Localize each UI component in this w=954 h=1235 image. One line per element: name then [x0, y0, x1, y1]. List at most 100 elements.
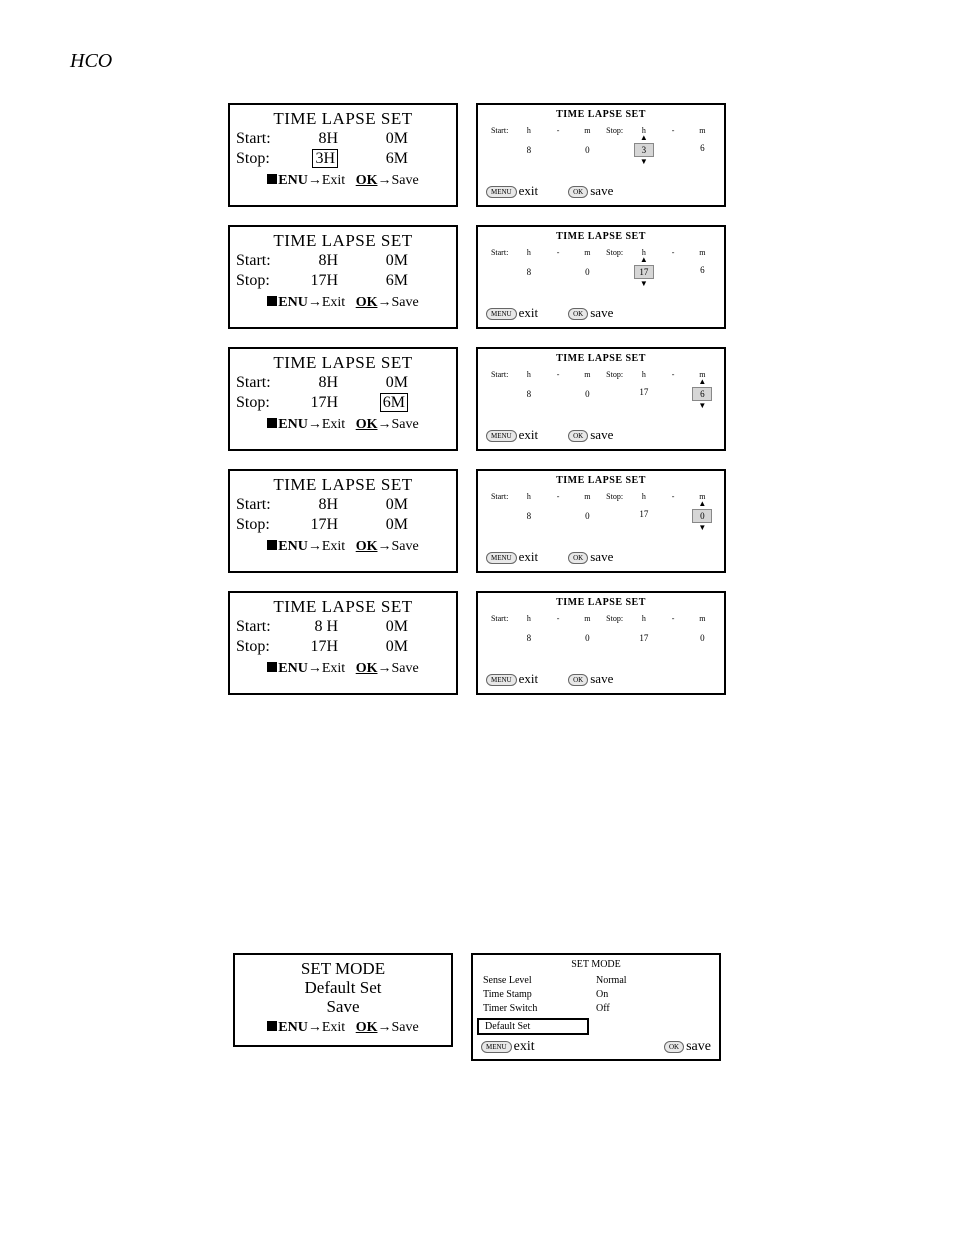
value-cell: 0 — [689, 633, 716, 643]
menu-button[interactable]: MENU — [486, 552, 517, 564]
timelapse-panel-right: TIME LAPSE SET Start:h-m Stop:h-m 80 ▲ 3… — [476, 103, 726, 207]
panel-title: TIME LAPSE SET — [486, 597, 716, 608]
save-label: Save — [391, 295, 418, 310]
menu-button[interactable]: MENU — [486, 308, 517, 320]
panel-footer: MENUexit OKsave — [486, 305, 716, 321]
setmode-line-default: Default Set — [241, 978, 445, 997]
panel-title: TIME LAPSE SET — [486, 109, 716, 120]
value-cell: 8 — [515, 145, 542, 155]
ok-label[interactable]: OK — [356, 417, 378, 432]
ok-button[interactable]: OK — [568, 186, 588, 198]
timelapse-panel-left: TIME LAPSE SET Start:8H0M Stop:17H6M ENU… — [228, 347, 458, 451]
save-label: Save — [391, 417, 418, 432]
stop-row: Stop:17H6M — [236, 393, 450, 413]
value-row: 8 0 ▲ 3 ▼ 6 — [486, 139, 716, 161]
start-row: Start:8H0M — [236, 129, 450, 149]
value-selected[interactable]: ▲ 3 ▼ — [630, 143, 657, 157]
exit-label: Exit — [322, 295, 345, 310]
down-arrow-icon[interactable]: ▼ — [640, 159, 648, 165]
save-text: save — [590, 305, 613, 320]
menu-label[interactable]: ENU — [278, 1020, 308, 1035]
panel-footer: ENU→Exit OK→Save — [236, 295, 450, 311]
up-arrow-icon[interactable]: ▲ — [640, 257, 648, 263]
setmode-row: Sense LevelNormal — [473, 974, 719, 988]
timelapse-pair: TIME LAPSE SET Start:8H0M Stop:17H0M ENU… — [70, 469, 884, 573]
menu-label[interactable]: ENU — [278, 661, 308, 676]
menu-button[interactable]: MENU — [486, 186, 517, 198]
column-headers: Start:h-m Stop:h-m — [486, 370, 716, 379]
panel-footer: MENUexit OKsave — [486, 549, 716, 565]
exit-label: Exit — [322, 661, 345, 676]
menu-button[interactable]: MENU — [481, 1041, 512, 1053]
value-selected[interactable]: ▲ 17 ▼ — [630, 265, 657, 279]
column-headers: Start:h-m Stop:h-m — [486, 614, 716, 623]
ok-label[interactable]: OK — [356, 1020, 378, 1035]
value-cell: 8 — [515, 389, 542, 399]
down-arrow-icon[interactable]: ▼ — [698, 525, 706, 531]
setmode-footer: ENU→Exit OK→Save — [241, 1020, 445, 1036]
ok-button[interactable]: OK — [568, 552, 588, 564]
ok-button[interactable]: OK — [568, 674, 588, 686]
exit-text: exit — [519, 671, 539, 686]
value-selected[interactable]: ▲ 0 ▼ — [689, 509, 716, 523]
ok-label[interactable]: OK — [356, 173, 378, 188]
ok-label[interactable]: OK — [356, 661, 378, 676]
ok-button[interactable]: OK — [664, 1041, 684, 1053]
stop-row: Stop:17H0M — [236, 515, 450, 535]
up-arrow-icon[interactable]: ▲ — [698, 501, 706, 507]
down-arrow-icon[interactable]: ▼ — [640, 281, 648, 287]
save-label: Save — [391, 661, 418, 676]
ok-button[interactable]: OK — [568, 430, 588, 442]
value-cell: 6 — [689, 143, 716, 157]
start-row: Start:8H0M — [236, 373, 450, 393]
page: HCO TIME LAPSE SET Start:8H0M Stop:3H6M … — [0, 0, 954, 1235]
menu-label[interactable]: ENU — [278, 173, 308, 188]
setmode-row: Timer SwitchOff — [473, 1002, 719, 1016]
value-cell: 17 — [630, 387, 657, 401]
menu-icon — [267, 540, 277, 550]
menu-button[interactable]: MENU — [486, 430, 517, 442]
setmode-panel-right: SET MODE Sense LevelNormalTime StampOnTi… — [471, 953, 721, 1061]
page-header: HCO — [70, 50, 884, 73]
timelapse-panel-left: TIME LAPSE SET Start:8H0M Stop:17H0M ENU… — [228, 469, 458, 573]
up-arrow-icon[interactable]: ▲ — [698, 379, 706, 385]
exit-text: exit — [519, 183, 539, 198]
timelapse-panel-right: TIME LAPSE SET Start:h-m Stop:h-m 80 17 … — [476, 347, 726, 451]
timelapse-pair: TIME LAPSE SET Start:8H0M Stop:17H6M ENU… — [70, 225, 884, 329]
down-arrow-icon[interactable]: ▼ — [698, 403, 706, 409]
value-row: 80 17 ▲ 6 ▼ — [486, 383, 716, 405]
panel-title: TIME LAPSE SET — [236, 353, 450, 373]
exit-label: Exit — [322, 173, 345, 188]
up-arrow-icon[interactable]: ▲ — [640, 135, 648, 141]
timelapse-panel-left: TIME LAPSE SET Start:8 H0M Stop:17H0M EN… — [228, 591, 458, 695]
value-cell: 8 — [515, 633, 542, 643]
ok-label[interactable]: OK — [356, 539, 378, 554]
exit-text: exit — [519, 305, 539, 320]
setmode-selected[interactable]: Default Set — [477, 1018, 589, 1035]
value-cell: 8 — [515, 267, 542, 277]
save-label: Save — [391, 173, 418, 188]
menu-label[interactable]: ENU — [278, 295, 308, 310]
setmode-pair: SET MODE Default Set Save ENU→Exit OK→Sa… — [70, 953, 884, 1061]
value-cell: 0 — [574, 267, 601, 277]
menu-label[interactable]: ENU — [278, 417, 308, 432]
timelapse-panel-right: TIME LAPSE SET Start:h-m Stop:h-m 80 17 … — [476, 469, 726, 573]
timelapse-panel-left: TIME LAPSE SET Start:8H0M Stop:17H6M ENU… — [228, 225, 458, 329]
exit-text: exit — [519, 549, 539, 564]
menu-icon — [267, 418, 277, 428]
value-selected[interactable]: ▲ 6 ▼ — [689, 387, 716, 401]
ok-button[interactable]: OK — [568, 308, 588, 320]
panel-title: TIME LAPSE SET — [236, 475, 450, 495]
menu-button[interactable]: MENU — [486, 674, 517, 686]
menu-icon — [267, 296, 277, 306]
value-cell: 17 — [630, 633, 657, 643]
save-text: save — [686, 1039, 711, 1054]
value-cell: 0 — [574, 145, 601, 155]
save-text: save — [590, 183, 613, 198]
menu-label[interactable]: ENU — [278, 539, 308, 554]
start-row: Start:8 H0M — [236, 617, 450, 637]
menu-icon — [267, 1021, 277, 1031]
panel-footer: ENU→Exit OK→Save — [236, 173, 450, 189]
ok-label[interactable]: OK — [356, 295, 378, 310]
exit-label: Exit — [322, 417, 345, 432]
